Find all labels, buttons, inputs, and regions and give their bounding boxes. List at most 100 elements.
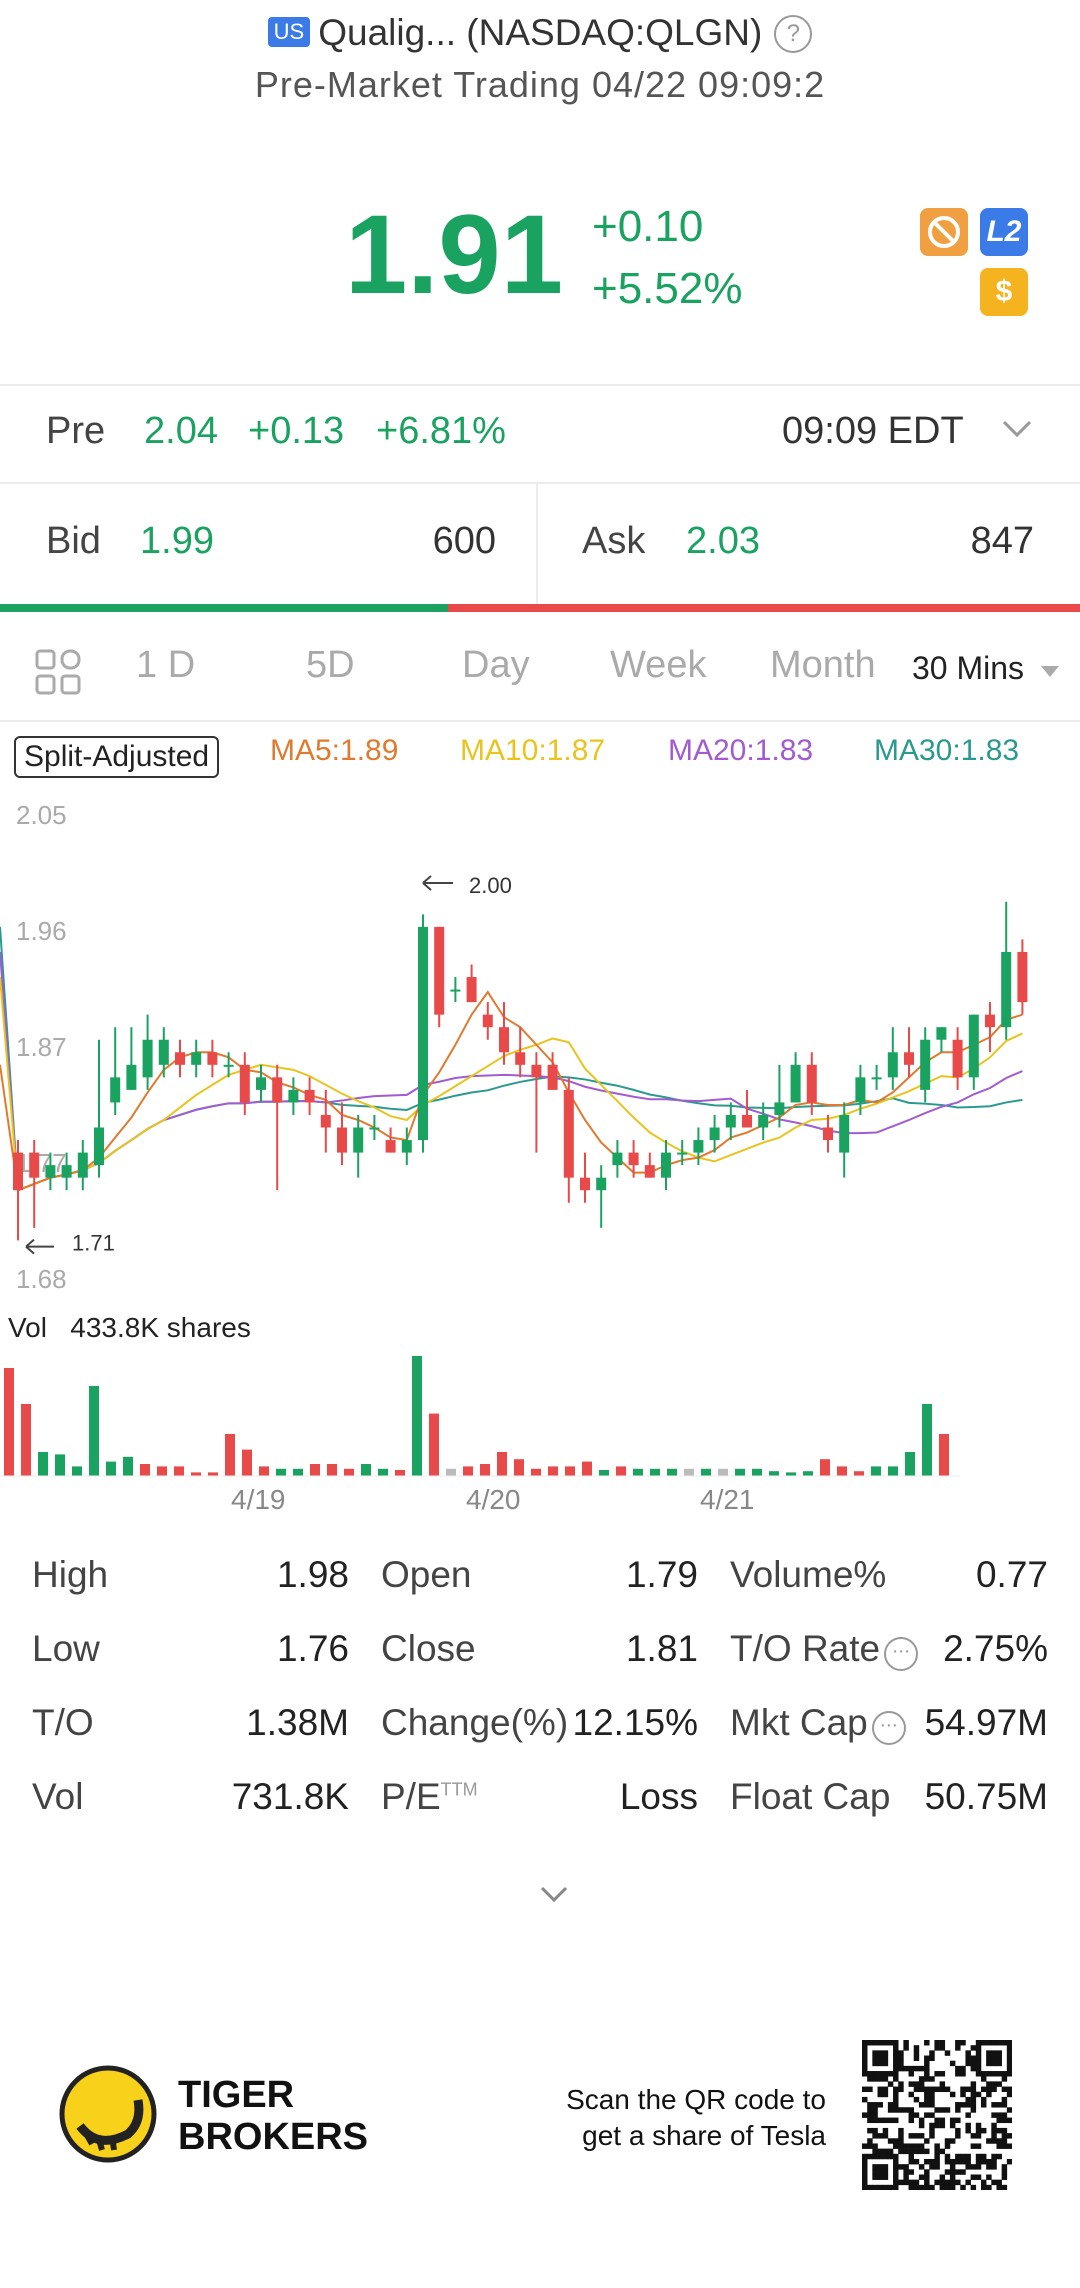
qr-module [872, 2174, 878, 2180]
info-dots-icon[interactable]: ⋯ [871, 1711, 906, 1745]
qr-module [908, 2065, 915, 2072]
qr-module [949, 2060, 956, 2067]
qr-module [929, 2112, 935, 2118]
candle-body [952, 1039, 963, 1078]
expand-chevron-icon[interactable] [536, 1880, 572, 1913]
qr-module [929, 2122, 935, 2129]
qr-module [877, 2164, 883, 2170]
qr-module [991, 2179, 997, 2186]
volume-bar [446, 1468, 456, 1476]
volume-bar [480, 1464, 490, 1476]
help-icon[interactable]: ? [774, 15, 813, 53]
y-tick-label: 1.96 [16, 916, 67, 946]
stat-label: High [32, 1554, 109, 1595]
qr-module [980, 2086, 987, 2093]
chevron-down-icon[interactable] [1000, 414, 1034, 449]
qr-module [991, 2133, 997, 2139]
dollar-icon[interactable]: $ [980, 268, 1028, 316]
grid-layout-icon[interactable] [34, 648, 82, 701]
volume-bar [582, 1461, 592, 1476]
tab-1d[interactable]: 1 D [136, 644, 196, 686]
interval-selector[interactable]: 30 Mins [912, 650, 1061, 687]
promo-text: Scan the QR code to get a share of Tesla [540, 2082, 826, 2154]
qr-module [898, 2086, 904, 2093]
volume-bar [174, 1466, 184, 1476]
qr-module [955, 2127, 961, 2134]
level2-icon[interactable]: L2 [980, 208, 1028, 256]
qr-module [893, 2158, 899, 2165]
qr-module [882, 2164, 889, 2170]
candle-body [369, 1127, 380, 1130]
qr-module [1001, 2133, 1008, 2139]
divider [0, 720, 1080, 722]
qr-module [1001, 2076, 1008, 2082]
tab-week[interactable]: Week [610, 644, 707, 686]
tab-day[interactable]: Day [462, 644, 530, 686]
qr-module [970, 2086, 977, 2093]
pre-label: Pre [46, 410, 106, 452]
y-tick-label: 2.05 [16, 800, 67, 830]
qr-module [903, 2174, 909, 2180]
info-dots-icon[interactable]: ⋯ [884, 1637, 919, 1671]
qr-module [939, 2184, 946, 2190]
tab-5d[interactable]: 5D [306, 644, 355, 686]
qr-module [986, 2091, 992, 2098]
stat-label: Change(%) [381, 1702, 569, 1743]
qr-module [955, 2045, 961, 2051]
volume-bar [191, 1472, 201, 1476]
pre-market-row[interactable]: Pre 2.04 +0.13 +6.81% 09:09 EDT [46, 410, 1046, 460]
qr-module [893, 2117, 899, 2124]
qr-module [1006, 2091, 1012, 2098]
volume-bar [684, 1468, 694, 1476]
candlestick-chart[interactable]: 2.05 1.96 1.87 1.77 1.68 2.00 1.71 [0, 790, 1080, 1290]
stat-value: 2.75% [943, 1628, 1048, 1669]
qr-module [991, 2086, 997, 2093]
qr-module [991, 2071, 997, 2077]
qr-module [986, 2138, 992, 2144]
qr-module [898, 2107, 904, 2113]
qr-module [955, 2158, 961, 2165]
qr-code[interactable] [862, 2040, 1012, 2190]
qr-module [867, 2153, 873, 2160]
candle-body [288, 1089, 299, 1103]
qr-module [1006, 2143, 1012, 2149]
qr-module [965, 2122, 971, 2129]
volume-bar [616, 1466, 626, 1476]
qr-module [903, 2148, 909, 2155]
volume-bar [667, 1468, 677, 1476]
qr-module [867, 2076, 873, 2082]
qr-module [877, 2071, 883, 2077]
split-adjusted-button[interactable]: Split-Adjusted [14, 736, 220, 778]
candle-body [936, 1027, 947, 1040]
stock-title: US Qualig... (NASDAQ:QLGN)? [0, 12, 1080, 54]
qr-module [986, 2164, 992, 2170]
qr-module [939, 2107, 946, 2113]
qr-module [975, 2127, 982, 2134]
qr-module [893, 2076, 899, 2082]
qr-module [872, 2076, 878, 2082]
qr-module [898, 2164, 904, 2170]
qr-module [980, 2102, 987, 2108]
qr-module [882, 2153, 889, 2160]
qr-module [903, 2040, 909, 2046]
qr-module [893, 2091, 899, 2098]
no-trade-icon[interactable] [920, 208, 968, 256]
qr-module [877, 2040, 883, 2046]
qr-module [862, 2096, 868, 2103]
qr-module [918, 2076, 925, 2082]
qr-module [893, 2138, 899, 2144]
qr-module [924, 2091, 930, 2098]
qr-module [980, 2158, 987, 2165]
tab-month[interactable]: Month [770, 644, 876, 686]
candle-body [499, 1027, 509, 1053]
qr-module [1001, 2143, 1008, 2149]
candle-body [385, 1140, 396, 1153]
qr-module [908, 2148, 915, 2155]
qr-module [986, 2158, 992, 2165]
qr-module [970, 2060, 977, 2067]
qr-module [862, 2050, 868, 2056]
stat-value: 1.76 [276, 1628, 349, 1669]
ma20-line [0, 951, 1023, 1192]
stat-label: Mkt Cap ⋯ [730, 1702, 906, 1745]
volume-bar [888, 1466, 898, 1476]
